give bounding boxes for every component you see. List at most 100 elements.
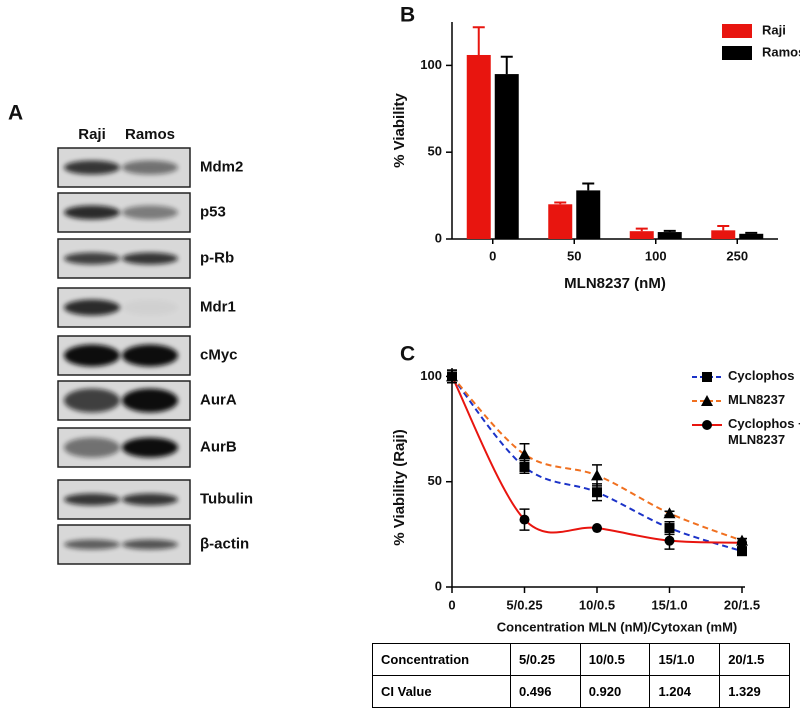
- band-label: Mdr1: [200, 298, 236, 315]
- blot-band: [64, 344, 120, 367]
- panel-letter: C: [400, 343, 415, 366]
- error-bar: [500, 55, 513, 75]
- legend-label: Raji: [762, 22, 786, 37]
- legend-marker: [702, 420, 712, 430]
- table-cell: 5/0.25: [509, 643, 581, 676]
- legend-item: Cyclophos + MLN8237: [728, 416, 800, 447]
- band-label: p53: [200, 203, 226, 220]
- marker: [519, 514, 530, 525]
- blot-band: [122, 300, 178, 316]
- table-cell: 0.920: [579, 675, 651, 708]
- legend-swatch: [722, 24, 752, 38]
- blot-band: [122, 539, 178, 550]
- y-tick-label: 50: [428, 473, 442, 488]
- y-tick-label: 50: [428, 144, 442, 159]
- blot-band: [64, 539, 120, 550]
- blot-band: [64, 299, 120, 316]
- band-label: cMyc: [200, 346, 238, 363]
- bar: [711, 230, 736, 239]
- bar: [739, 233, 764, 239]
- table-cell: 15/1.0: [649, 643, 721, 676]
- table-cell: CI Value: [372, 675, 511, 708]
- legend-label: Ramos: [762, 44, 800, 59]
- blot-band: [122, 160, 178, 175]
- table-cell: Concentration: [372, 643, 511, 676]
- marker: [519, 461, 530, 472]
- x-axis-label: Concentration MLN (nM)/Cytoxan (mM): [497, 619, 737, 634]
- blot-band: [122, 493, 178, 506]
- blot-band: [64, 493, 120, 506]
- table-cell: 1.204: [649, 675, 721, 708]
- error-bar: [472, 26, 485, 55]
- legend-marker: [701, 395, 713, 406]
- x-axis-label: MLN8237 (nM): [564, 275, 666, 292]
- bar: [466, 54, 491, 239]
- panel-letter: A: [8, 102, 23, 125]
- legend-label: Cyclophos + MLN8237: [728, 416, 800, 447]
- band-label: Tubulin: [200, 490, 253, 507]
- band-label: AurA: [200, 391, 237, 408]
- legend-item: Cyclophos: [728, 368, 794, 383]
- table-row: Concentration 5/0.25 10/0.5 15/1.0 20/1.…: [372, 643, 790, 676]
- marker: [592, 487, 602, 498]
- error-bar: [745, 231, 758, 234]
- marker: [737, 546, 747, 557]
- error-bar: [663, 229, 676, 233]
- y-tick-label: 0: [435, 578, 442, 593]
- ci-table: Concentration 5/0.25 10/0.5 15/1.0 20/1.…: [372, 643, 790, 708]
- error-bar: [635, 227, 648, 232]
- legend-item: MLN8237: [728, 392, 786, 407]
- band-label: p-Rb: [200, 249, 234, 266]
- table-cell: 10/0.5: [579, 643, 651, 676]
- band-label: Mdm2: [200, 158, 243, 175]
- x-tick-label: 250: [726, 248, 748, 263]
- blot-band: [122, 437, 178, 458]
- x-tick-label: 5/0.25: [506, 597, 542, 612]
- error-bar: [554, 201, 567, 205]
- marker: [664, 535, 675, 546]
- x-tick-label: 0: [489, 248, 496, 263]
- blot-band: [122, 205, 178, 220]
- y-axis-label: % Viability: [391, 92, 408, 167]
- series-line: [451, 375, 743, 542]
- x-tick-label: 100: [645, 248, 667, 263]
- lane-label: Ramos: [125, 126, 175, 143]
- table-cell: 1.329: [719, 675, 790, 708]
- marker: [592, 523, 602, 534]
- band-label: AurB: [200, 438, 237, 455]
- panel-letter: B: [400, 4, 415, 27]
- blot-band: [64, 160, 120, 175]
- y-tick-label: 100: [420, 57, 442, 72]
- legend-label: MLN8237: [728, 392, 786, 407]
- band-label: β-actin: [200, 535, 249, 552]
- blot-band: [64, 388, 120, 413]
- blot-band: [122, 252, 178, 265]
- x-tick-label: 15/1.0: [651, 597, 687, 612]
- legend-marker: [702, 372, 712, 382]
- x-tick-label: 50: [567, 248, 581, 263]
- blot-band: [122, 344, 178, 367]
- table-cell: 0.496: [509, 675, 581, 708]
- marker: [737, 537, 747, 548]
- bar: [576, 190, 601, 239]
- y-tick-label: 0: [435, 230, 442, 245]
- bar: [629, 231, 654, 239]
- lane-label: Raji: [78, 126, 106, 143]
- legend-swatch: [722, 46, 752, 60]
- marker: [591, 469, 603, 481]
- table-row: CI Value 0.496 0.920 1.204 1.329: [372, 675, 790, 708]
- blot-band: [122, 388, 178, 413]
- bar: [657, 232, 682, 239]
- y-axis-label: % Viability (Raji): [391, 429, 408, 545]
- blot-band: [64, 252, 120, 265]
- marker: [664, 523, 675, 534]
- marker: [663, 507, 676, 519]
- series-line: [451, 375, 743, 544]
- error-bar: [582, 182, 595, 191]
- y-tick-label: 100: [420, 368, 442, 383]
- table-cell: 20/1.5: [719, 643, 790, 676]
- bar: [548, 204, 573, 239]
- x-tick-label: 10/0.5: [579, 597, 615, 612]
- error-bar: [717, 224, 730, 231]
